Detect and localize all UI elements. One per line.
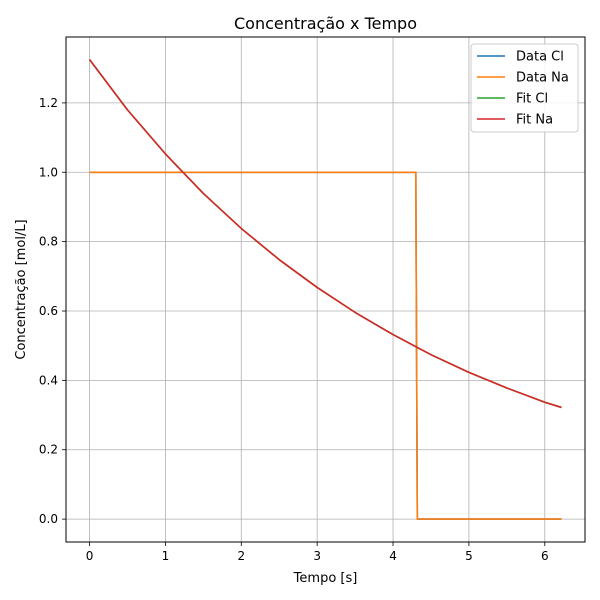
legend-label: Fit Na — [516, 113, 553, 128]
legend-box — [470, 43, 579, 133]
y-tick-label: 0.2 — [39, 443, 58, 457]
legend-label: Fit Cl — [516, 92, 548, 107]
legend-label: Data Na — [516, 71, 569, 86]
y-tick-label: 1.2 — [39, 96, 58, 110]
series-line-data-na — [89, 171, 562, 520]
grid-lines — [66, 37, 585, 542]
x-tick-label: 5 — [465, 549, 473, 563]
axis-ticks: 0 1 2 3 4 5 6 0.0 0.2 0.4 0.6 0.8 1.0 1.2 — [39, 96, 549, 563]
plot-frame — [65, 36, 586, 543]
x-tick-label: 6 — [541, 549, 549, 563]
series-lines — [88, 59, 562, 520]
y-tick-label: 0.8 — [39, 235, 58, 249]
x-axis-label: Tempo [s] — [293, 571, 358, 586]
y-tick-label: 0.0 — [39, 512, 58, 526]
y-tick-label: 0.4 — [39, 373, 58, 387]
series-line-fit-na — [88, 59, 562, 409]
legend-label: Data Cl — [516, 50, 564, 65]
legend: Data Cl Data Na Fit Cl Fit Na — [470, 43, 579, 133]
x-tick-label: 0 — [86, 549, 94, 563]
y-axis-label: Concentração [mol/L] — [14, 219, 29, 359]
y-tick-label: 1.0 — [39, 165, 58, 179]
chart-title: Concentração x Tempo — [234, 14, 417, 33]
x-tick-label: 2 — [237, 549, 245, 563]
y-tick-label: 0.6 — [39, 304, 58, 318]
x-tick-label: 3 — [313, 549, 321, 563]
x-tick-label: 4 — [389, 549, 397, 563]
x-tick-label: 1 — [162, 549, 170, 563]
